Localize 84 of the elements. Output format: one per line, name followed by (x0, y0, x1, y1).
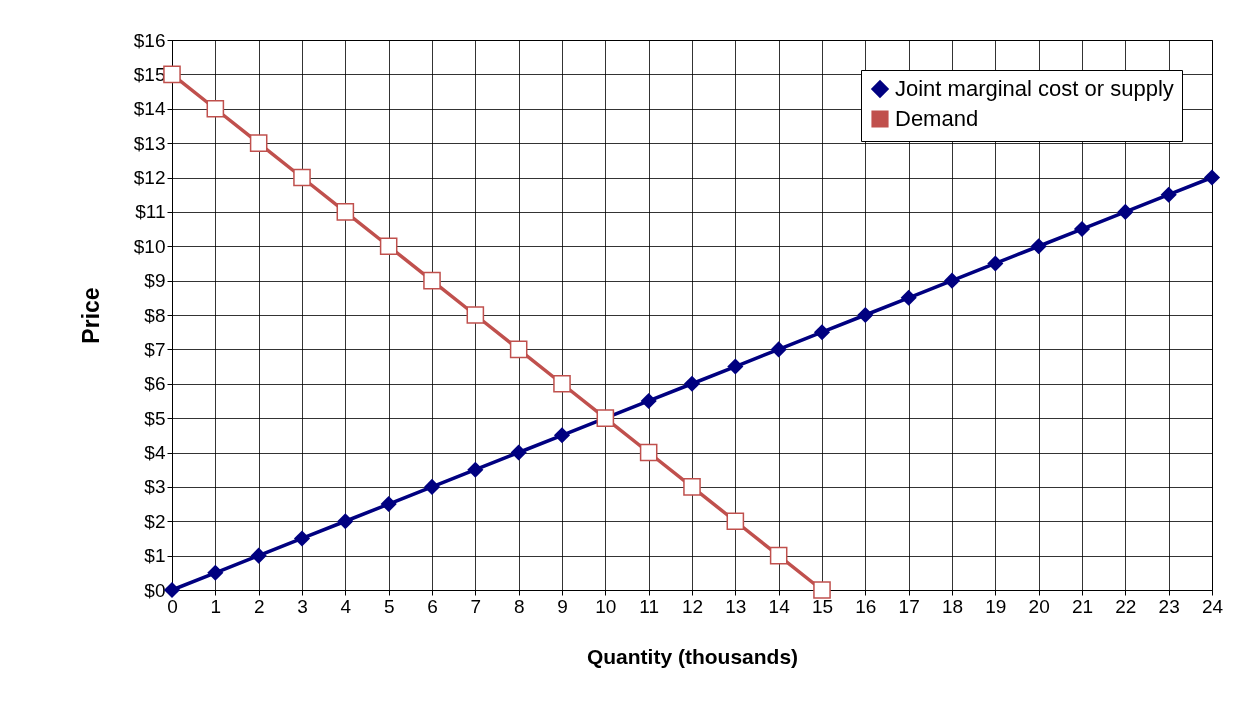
y-tick-label: $3 (144, 476, 166, 498)
y-tick-label: $13 (133, 132, 166, 154)
point (206, 99, 225, 118)
point (249, 134, 268, 152)
x-tick-label: 15 (811, 595, 834, 617)
point (639, 443, 658, 462)
point (509, 340, 528, 359)
x-tick-label: 19 (985, 595, 1007, 617)
y-tick-label: $16 (133, 29, 166, 51)
point (336, 203, 355, 221)
x-tick-label: 17 (898, 595, 920, 617)
point (423, 271, 441, 290)
point (683, 478, 701, 496)
x-tick-label: 11 (639, 595, 660, 617)
point (553, 374, 571, 393)
x-tick-label: 7 (470, 595, 482, 617)
y-tick-label: $7 (144, 338, 166, 360)
y-tick-label: $4 (144, 442, 166, 463)
point (380, 496, 397, 513)
x-tick-label: 12 (681, 595, 704, 617)
point (163, 581, 181, 599)
point (640, 392, 657, 409)
point (770, 341, 787, 358)
point (1160, 186, 1177, 203)
point (466, 306, 485, 324)
x-tick-label: 18 (941, 595, 964, 617)
point (423, 478, 441, 495)
x-tick-label: 10 (595, 595, 617, 617)
x-tick-label: 21 (1071, 595, 1094, 617)
y-tick-label: $10 (133, 235, 166, 257)
y-tick-label: $8 (144, 304, 166, 326)
x-tick-label: 22 (1115, 595, 1137, 617)
x-tick-label: 24 (1201, 595, 1224, 617)
x-tick-label: 2 (253, 595, 265, 617)
point (1073, 221, 1091, 238)
y-tick-label: $0 (144, 579, 166, 601)
point (683, 375, 701, 392)
point (857, 306, 874, 324)
point (250, 547, 267, 564)
point (727, 358, 744, 375)
x-tick-label: 1 (210, 595, 222, 617)
x-tick-label: 16 (855, 595, 877, 617)
y-tick-label: $1 (144, 545, 166, 567)
point (813, 324, 831, 341)
point (379, 237, 398, 256)
legend-label: Joint marginal cost or supply (895, 76, 1174, 101)
point (987, 255, 1004, 272)
point (467, 461, 484, 478)
point (900, 289, 917, 306)
x-tick-label: 14 (768, 595, 791, 617)
y-tick-label: $14 (133, 98, 166, 120)
y-tick-label: $9 (144, 270, 166, 292)
y-axis-title: Price (77, 287, 104, 344)
x-tick-label: 9 (557, 595, 568, 617)
point (293, 530, 311, 547)
x-tick-label: 3 (297, 595, 308, 617)
point (510, 444, 527, 461)
point (813, 581, 831, 599)
y-tick-label: $11 (135, 201, 166, 223)
x-tick-label: 23 (1158, 595, 1180, 617)
x-tick-label: 0 (167, 595, 178, 617)
point (163, 65, 181, 84)
x-axis-title: Quantity (thousands) (586, 644, 799, 668)
point (293, 168, 311, 187)
y-tick-label: $5 (144, 407, 166, 429)
point (207, 564, 224, 581)
point (1203, 169, 1221, 186)
y-tick-label: $12 (133, 167, 166, 188)
point (553, 427, 571, 444)
legend-label: Demand (895, 106, 979, 131)
x-tick-label: 4 (340, 595, 352, 617)
x-tick-label: 13 (725, 595, 747, 617)
point (1117, 203, 1134, 220)
x-tick-label: 8 (513, 595, 525, 617)
y-tick-label: $2 (144, 510, 166, 532)
y-tick-label: $6 (144, 373, 166, 395)
x-tick-label: 20 (1028, 595, 1050, 617)
point (1030, 238, 1047, 255)
x-tick-label: 5 (383, 595, 395, 617)
point (337, 513, 354, 530)
point (726, 512, 745, 531)
point (769, 546, 788, 565)
point (943, 272, 961, 289)
x-tick-label: 6 (427, 595, 438, 617)
